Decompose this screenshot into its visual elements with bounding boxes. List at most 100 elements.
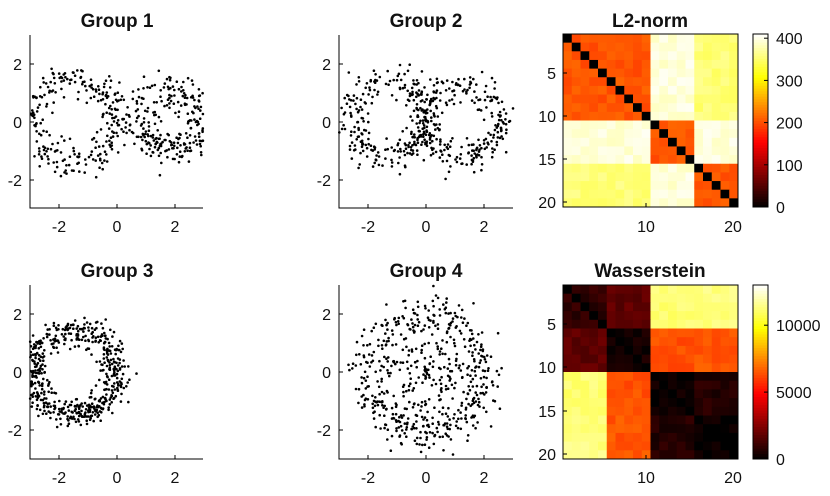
scatter-point xyxy=(407,349,411,352)
heatmap-cell xyxy=(624,450,634,460)
scatter-point xyxy=(469,80,472,84)
colorbar-swatch xyxy=(753,317,768,321)
scatter-point xyxy=(453,413,456,416)
group-2-title: Group 2 xyxy=(390,11,463,32)
scatter-point xyxy=(59,174,63,178)
scatter-point xyxy=(83,323,86,326)
scatter-point xyxy=(376,90,380,94)
scatter-point xyxy=(384,332,387,335)
scatter-point xyxy=(378,392,381,396)
heatmap-cell xyxy=(711,137,721,147)
scatter-point xyxy=(386,69,390,73)
scatter-point xyxy=(434,324,437,328)
scatter-point xyxy=(370,329,374,333)
heatmap-cell xyxy=(659,319,669,329)
group-4-points xyxy=(347,284,503,456)
scatter-point xyxy=(105,383,109,386)
scatter-point xyxy=(33,362,36,365)
scatter-point xyxy=(46,333,49,336)
scatter-point xyxy=(197,88,201,91)
scatter-point xyxy=(471,149,474,152)
scatter-point xyxy=(90,353,93,356)
scatter-point xyxy=(47,382,50,386)
heatmap-cell xyxy=(624,155,634,165)
colorbar-swatch xyxy=(753,69,768,73)
scatter-point xyxy=(372,326,376,330)
scatter-point xyxy=(40,391,43,395)
scatter-point xyxy=(395,360,399,364)
scatter-point xyxy=(477,333,480,336)
scatter-point xyxy=(98,92,101,96)
heatmap-cell xyxy=(729,120,739,130)
heatmap-cell xyxy=(676,345,686,355)
heatmap-cell xyxy=(720,77,730,87)
heatmap-cell xyxy=(606,406,616,416)
heatmap-cell xyxy=(703,137,713,147)
scatter-point xyxy=(387,356,390,359)
scatter-point xyxy=(441,153,444,156)
scatter-point xyxy=(165,149,168,152)
scatter-point xyxy=(166,155,169,159)
scatter-point xyxy=(98,339,102,342)
scatter-point xyxy=(359,98,363,101)
scatter-point xyxy=(419,450,423,454)
heatmap-cell xyxy=(563,293,573,303)
heatmap-cell xyxy=(720,137,730,147)
heatmap-cell xyxy=(606,42,616,52)
scatter-point xyxy=(388,374,391,378)
scatter-point xyxy=(472,302,475,305)
heatmap-cell xyxy=(598,354,608,364)
scatter-point xyxy=(350,157,354,160)
heatmap-cell xyxy=(563,163,573,173)
heatmap-cell xyxy=(641,285,651,295)
scatter-point xyxy=(417,81,420,85)
scatter-point xyxy=(33,124,36,127)
heatmap-cell xyxy=(720,328,730,338)
heatmap-cell xyxy=(703,345,713,355)
scatter-point xyxy=(33,381,37,385)
scatter-point xyxy=(477,400,481,404)
scatter-point xyxy=(35,130,38,133)
scatter-point xyxy=(137,95,141,99)
scatter-point xyxy=(452,338,456,342)
scatter-point xyxy=(340,127,344,131)
heatmap-cell xyxy=(694,285,704,295)
scatter-point xyxy=(438,350,442,353)
group-4-xtick-label: 2 xyxy=(480,470,489,487)
scatter-point xyxy=(108,367,111,371)
scatter-point xyxy=(424,374,427,378)
scatter-point xyxy=(372,417,376,420)
group-3-ytick-label: 2 xyxy=(13,307,22,324)
scatter-point xyxy=(99,128,103,131)
heatmap-cell xyxy=(606,354,616,364)
scatter-point xyxy=(492,399,495,402)
scatter-point xyxy=(348,148,352,151)
scatter-point xyxy=(377,385,381,389)
heatmap-cell xyxy=(650,59,660,69)
scatter-point xyxy=(431,422,435,426)
scatter-point xyxy=(145,142,149,146)
scatter-point xyxy=(399,441,403,445)
scatter-point xyxy=(460,417,463,420)
heatmap-cell xyxy=(694,398,704,408)
heatmap-cell xyxy=(685,372,695,382)
heatmap-cell xyxy=(711,354,721,364)
scatter-point xyxy=(60,87,63,91)
scatter-point xyxy=(458,157,462,160)
scatter-point xyxy=(98,360,102,363)
scatter-point xyxy=(52,346,56,350)
scatter-point xyxy=(65,325,68,328)
scatter-point xyxy=(458,364,461,367)
heatmap-cell xyxy=(571,311,581,321)
scatter-point xyxy=(390,161,394,164)
scatter-point xyxy=(87,347,91,351)
heatmap-cell xyxy=(589,42,599,52)
scatter-point xyxy=(120,342,124,345)
heatmap-cell xyxy=(615,59,625,69)
heatmap-cell xyxy=(703,328,713,338)
scatter-point xyxy=(421,122,425,125)
scatter-point xyxy=(103,388,106,392)
scatter-point xyxy=(430,119,433,123)
scatter-point xyxy=(113,367,117,371)
scatter-point xyxy=(465,324,468,328)
